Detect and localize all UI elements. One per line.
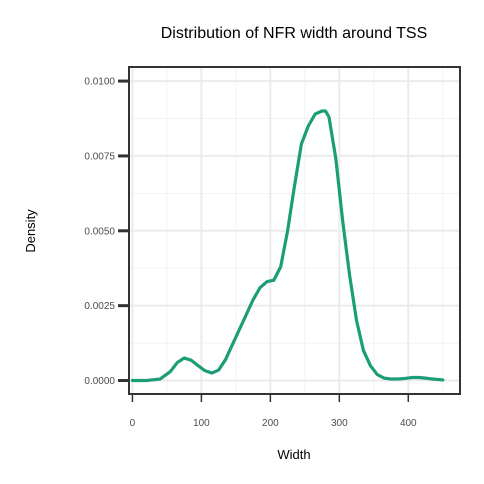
series-layer xyxy=(130,109,445,383)
x-tick-label-4: 400 xyxy=(400,418,417,429)
y-tick-label-1: 0.0025 xyxy=(84,301,115,312)
x-axis: 0 100 200 300 400 xyxy=(130,394,417,429)
y-tick-label-2: 0.0050 xyxy=(84,226,115,237)
major-gridlines xyxy=(129,67,460,394)
x-axis-label: Width xyxy=(277,447,310,462)
x-tick-label-0: 0 xyxy=(130,418,136,429)
density-series-line-0 xyxy=(130,109,445,383)
y-axis: 0.0000 0.0025 0.0050 0.0075 0.0100 xyxy=(84,77,129,387)
y-tick-label-0: 0.0000 xyxy=(84,376,115,387)
y-axis-label: Density xyxy=(23,209,38,253)
chart-title: Distribution of NFR width around TSS xyxy=(161,25,427,42)
y-tick-label-3: 0.0075 xyxy=(84,151,115,162)
y-tick-label-4: 0.0100 xyxy=(84,77,115,88)
x-tick-label-3: 300 xyxy=(331,418,348,429)
x-tick-label-2: 200 xyxy=(262,418,279,429)
x-tick-label-1: 100 xyxy=(193,418,210,429)
